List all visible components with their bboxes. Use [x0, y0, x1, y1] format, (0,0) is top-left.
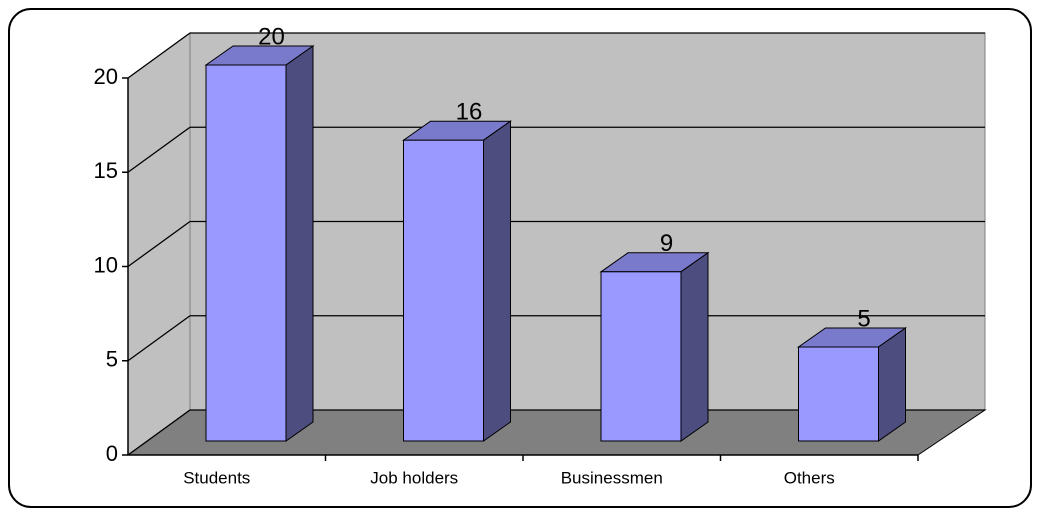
y-tick-label: 10	[94, 252, 118, 277]
bar-side	[878, 327, 906, 442]
y-tick-label: 5	[106, 347, 118, 372]
bar	[403, 139, 484, 442]
grid-line	[127, 220, 191, 268]
y-tick-label: 0	[106, 441, 118, 466]
bar-side	[285, 45, 314, 442]
bar-side	[483, 120, 511, 442]
bar	[205, 64, 287, 442]
x-tick-label: Businessmen	[561, 468, 663, 487]
value-label: 9	[660, 230, 673, 257]
grid-line	[127, 409, 191, 456]
grid-line	[127, 32, 191, 79]
bar-side	[680, 251, 709, 442]
value-label: 16	[456, 99, 483, 126]
grid-line	[127, 126, 191, 173]
bar	[600, 271, 682, 442]
value-label: 5	[857, 305, 870, 332]
x-tick-label: Students	[183, 468, 250, 487]
y-tick-label: 15	[94, 158, 118, 183]
value-label: 20	[258, 23, 285, 50]
bar	[798, 346, 879, 442]
grid-line	[127, 315, 191, 362]
x-tick-label: Others	[784, 468, 835, 487]
y-tick-label: 20	[94, 64, 118, 89]
x-tick-label: Job holders	[370, 468, 458, 487]
